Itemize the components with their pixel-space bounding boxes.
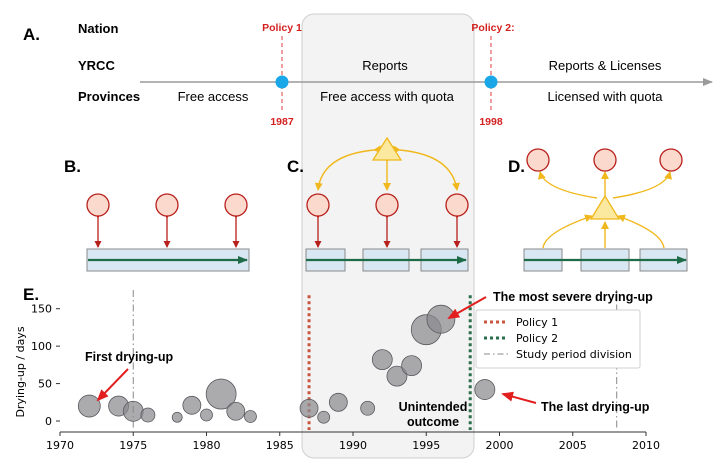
y-axis-label: Drying-up / days: [14, 326, 27, 417]
license-in-d-right: [617, 214, 665, 249]
policy1-year: 1987: [270, 116, 294, 128]
segment3-bottom: Licensed with quota: [548, 89, 664, 104]
chart-annotations: First drying-up The most severe drying-up…: [85, 290, 653, 429]
x-tick-label: 1990: [339, 439, 367, 452]
policy2-marker: [484, 75, 498, 89]
provinces-c: [306, 193, 469, 248]
policy1-label: Policy 1: [262, 22, 302, 34]
data-point: [401, 355, 423, 377]
data-point: [299, 398, 319, 418]
annotation-arrow-first: [96, 368, 129, 402]
policy2-label: Policy 2:: [471, 22, 514, 34]
data-point: [360, 400, 376, 416]
y-tick-label: 100: [31, 340, 52, 353]
y-tick-label: 0: [45, 415, 52, 428]
data-point: [140, 407, 156, 423]
data-point: [200, 408, 213, 422]
panel-d-letter: D.: [508, 157, 525, 176]
x-tick-label: 2000: [486, 439, 514, 452]
data-point: [205, 378, 237, 410]
x-tick-label: 1985: [266, 439, 294, 452]
x-tick-label: 1970: [46, 439, 74, 452]
policy2-year: 1998: [479, 116, 503, 128]
row-label-nation: Nation: [78, 21, 119, 36]
data-point: [317, 410, 331, 424]
data-point: [244, 410, 257, 423]
drying-up-chart: 1970 1975 1980 1985 1990 1995 2000 2005 2010 0 50 1…: [31, 290, 660, 452]
x-tick-label: 2005: [559, 439, 587, 452]
legend-entry: Policy 1: [516, 316, 558, 329]
chart-legend: Policy 1 Policy 2 Study period division: [475, 309, 641, 369]
yrcc-link-c-left: [314, 145, 382, 191]
x-tick-label: 2010: [632, 439, 660, 452]
x-tick-label: 1980: [193, 439, 221, 452]
data-point: [426, 304, 456, 334]
provinces-d: [526, 148, 683, 172]
segment2-top: Reports: [362, 58, 408, 73]
legend-entry: Study period division: [516, 348, 632, 361]
annotation-last-drying-up: The last drying-up: [541, 400, 650, 414]
data-point: [386, 365, 408, 387]
province-node-d2: [593, 148, 617, 172]
panel-e-letter: E.: [23, 285, 39, 304]
licensing-links-d: [538, 171, 672, 249]
data-point: [122, 400, 144, 422]
panel-a-letter: A.: [23, 25, 40, 44]
province-node-b1: [86, 193, 110, 217]
data-point: [328, 392, 348, 412]
province-node-c3: [445, 193, 469, 217]
policy1-marker: [275, 75, 289, 89]
x-tick-label: 1995: [412, 439, 440, 452]
license-out-d-right: [612, 171, 672, 199]
province-node-b2: [155, 193, 179, 217]
y-tick-label: 50: [38, 378, 52, 391]
province-node-c2: [375, 193, 399, 217]
data-point: [226, 401, 246, 421]
yrcc-node-d: [589, 194, 621, 220]
row-label-provinces: Provinces: [78, 89, 140, 104]
data-point: [474, 379, 496, 400]
license-out-d-left: [538, 171, 598, 199]
annotation-most-severe: The most severe drying-up: [493, 290, 653, 304]
yrcc-node-c: [371, 136, 403, 161]
data-point: [77, 394, 101, 418]
x-tick-label: 1975: [119, 439, 147, 452]
yrcc-link-c-right: [392, 145, 460, 191]
province-node-d1: [526, 148, 550, 172]
segment1-bottom: Free access: [178, 89, 249, 104]
province-node-c1: [306, 193, 330, 217]
yrcc-links-c: [314, 145, 460, 191]
annotation-arrow-severe: [447, 296, 487, 319]
legend-entry: Policy 2: [516, 332, 558, 345]
data-point: [171, 411, 183, 423]
license-in-d-left: [542, 214, 593, 249]
annotation-arrow-last: [501, 391, 537, 404]
data-point: [371, 349, 393, 371]
panel-b-letter: B.: [64, 157, 81, 176]
policy-period-highlight: [301, 13, 475, 459]
annotation-unintended: Unintended: [399, 400, 468, 414]
segment2-bottom: Free access with quota: [320, 89, 454, 104]
legend-box: [475, 309, 641, 369]
y-tick-label: 150: [31, 303, 52, 316]
provinces-b: [86, 193, 248, 248]
row-label-yrcc: YRCC: [78, 58, 115, 73]
data-point: [182, 395, 202, 415]
province-node-b3: [224, 193, 248, 217]
segment3-top: Reports & Licenses: [549, 58, 662, 73]
annotation-first-drying-up: First drying-up: [85, 350, 174, 364]
province-node-d3: [659, 148, 683, 172]
annotation-outcome: outcome: [407, 415, 459, 429]
panel-c-letter: C.: [287, 157, 304, 176]
